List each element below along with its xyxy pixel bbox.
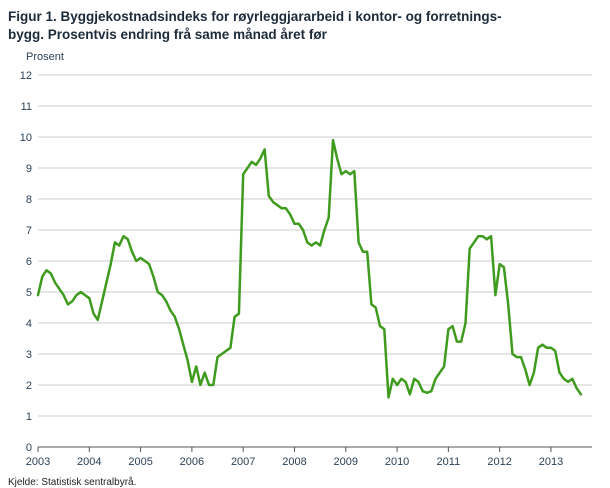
- y-tick-label: 2: [26, 380, 32, 392]
- x-tick-label: 2008: [282, 456, 306, 468]
- x-tick-label: 2011: [437, 456, 461, 468]
- x-tick-label: 2003: [26, 456, 50, 468]
- y-tick-label: 4: [26, 318, 32, 330]
- y-tick-label: 3: [26, 349, 32, 361]
- y-tick-label: 6: [26, 256, 32, 268]
- y-tick-label: 1: [26, 411, 32, 423]
- chart-title-line1: Figur 1. Byggjekostnadsindeks for røyrle…: [8, 9, 502, 24]
- x-tick-label: 2013: [539, 456, 563, 468]
- x-tick-label: 2004: [77, 456, 101, 468]
- y-axis-unit-label: Prosent: [26, 51, 64, 64]
- y-tick-label: 5: [26, 287, 32, 299]
- y-tick-label: 0: [26, 442, 32, 454]
- y-tick-label: 12: [20, 70, 32, 82]
- chart-area: 0 1 2 3 4 5 6 7 8 9 10 11 12 2003 2004 2005 2006 2007 2008…: [0, 65, 610, 473]
- source-note: Kjelde: Statistisk sentralbyrå.: [8, 477, 137, 488]
- y-tick-label: 11: [21, 101, 32, 113]
- x-tick-label: 2005: [128, 456, 152, 468]
- y-tick-label: 9: [26, 163, 32, 175]
- y-tick-label: 10: [20, 132, 32, 144]
- y-tick-label: 8: [26, 194, 32, 206]
- x-tick-label: 2007: [231, 456, 255, 468]
- x-tick-label: 2009: [334, 456, 358, 468]
- data-series-line: [36, 138, 583, 399]
- x-tick-label: 2010: [385, 456, 409, 468]
- chart-title: Figur 1. Byggjekostnadsindeks for røyrle…: [0, 0, 610, 45]
- x-tick-label: 2012: [487, 456, 511, 468]
- chart-title-line2: bygg. Prosentvis endring frå same månad …: [8, 26, 327, 42]
- x-tick-label: 2006: [180, 456, 204, 468]
- y-tick-label: 7: [26, 225, 32, 237]
